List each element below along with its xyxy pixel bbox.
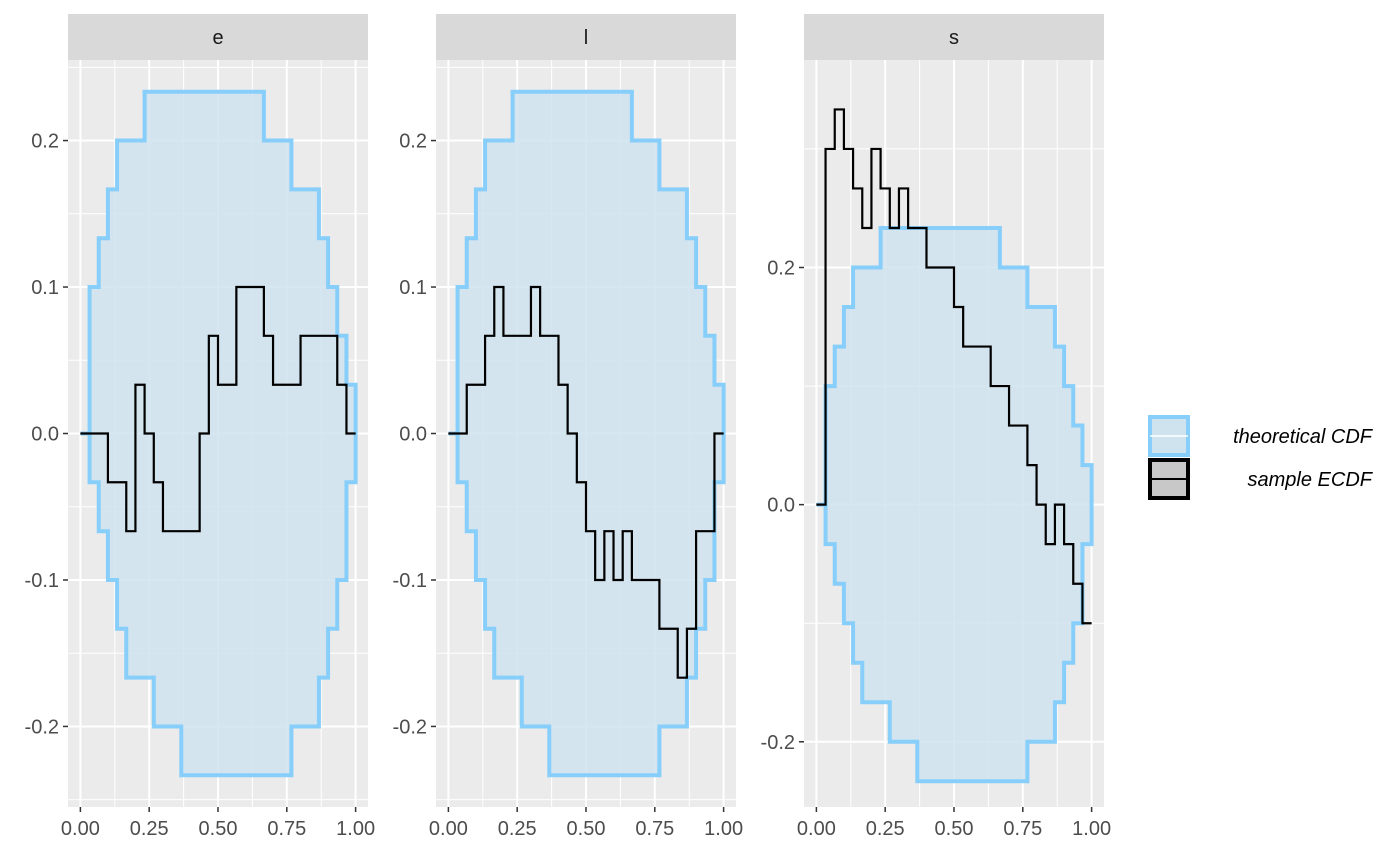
x-tick-label: 0.00 bbox=[61, 818, 100, 840]
y-tick-label: 0.0 bbox=[399, 424, 427, 446]
y-tick-label: 0.2 bbox=[767, 258, 795, 280]
theoretical-cdf-band bbox=[448, 89, 726, 778]
x-tick-label: 0.75 bbox=[267, 818, 306, 840]
y-tick-label: 0.2 bbox=[399, 131, 427, 153]
strip-label: e bbox=[212, 27, 223, 49]
x-tick-label: 1.00 bbox=[704, 818, 743, 840]
y-tick-label: 0.1 bbox=[31, 277, 59, 299]
x-tick-label: 0.00 bbox=[797, 818, 836, 840]
x-tick-label: 0.25 bbox=[498, 818, 537, 840]
y-tick-label: 0.0 bbox=[31, 424, 59, 446]
x-tick-label: 0.50 bbox=[935, 818, 974, 840]
x-tick-label: 0.50 bbox=[199, 818, 238, 840]
y-tick-label: -0.2 bbox=[761, 732, 795, 754]
x-tick-label: 0.50 bbox=[567, 818, 606, 840]
x-tick-label: 0.25 bbox=[866, 818, 905, 840]
y-tick-label: -0.2 bbox=[393, 716, 427, 738]
x-tick-label: 0.75 bbox=[635, 818, 674, 840]
sample-ecdf-line bbox=[816, 108, 1092, 625]
strip-label: l bbox=[584, 27, 588, 49]
panel-e: e -0.2 -0.1 0.0 0.1 0.2 0.00 0.25 0.50 0.75 1.00 bbox=[25, 14, 375, 840]
y-tick-label: 0.2 bbox=[31, 131, 59, 153]
strip-e bbox=[68, 14, 368, 60]
theoretical-cdf-band bbox=[816, 226, 1094, 784]
y-tick-label: -0.1 bbox=[393, 570, 427, 592]
x-tick-label: 0.75 bbox=[1003, 818, 1042, 840]
sample-ecdf-line bbox=[80, 285, 356, 533]
x-tick-label: 1.00 bbox=[1072, 818, 1111, 840]
x-tick-label: 1.00 bbox=[336, 818, 375, 840]
sample-ecdf-line bbox=[448, 285, 724, 679]
strip-label: s bbox=[949, 27, 959, 49]
strip-s bbox=[804, 14, 1104, 60]
y-tick-label: -0.2 bbox=[25, 716, 59, 738]
y-tick-label: -0.1 bbox=[25, 570, 59, 592]
panel-s: s -0.2 0.0 0.2 0.00 0.25 0.50 0.75 1.00 bbox=[761, 14, 1111, 840]
x-tick-label: 0.00 bbox=[429, 818, 468, 840]
legend: theoretical CDF sample ECDF bbox=[1148, 415, 1374, 500]
strip-l bbox=[436, 14, 736, 60]
y-tick-label: 0.1 bbox=[399, 277, 427, 299]
legend-label: theoretical CDF bbox=[1233, 426, 1374, 448]
y-tick-label: 0.0 bbox=[767, 495, 795, 517]
theoretical-cdf-band bbox=[80, 89, 358, 778]
panel-l: l -0.2 -0.1 0.0 0.1 0.2 0.00 0.25 0.50 0.75 1.00 bbox=[393, 14, 743, 840]
x-tick-label: 0.25 bbox=[130, 818, 169, 840]
legend-label: sample ECDF bbox=[1248, 469, 1374, 491]
